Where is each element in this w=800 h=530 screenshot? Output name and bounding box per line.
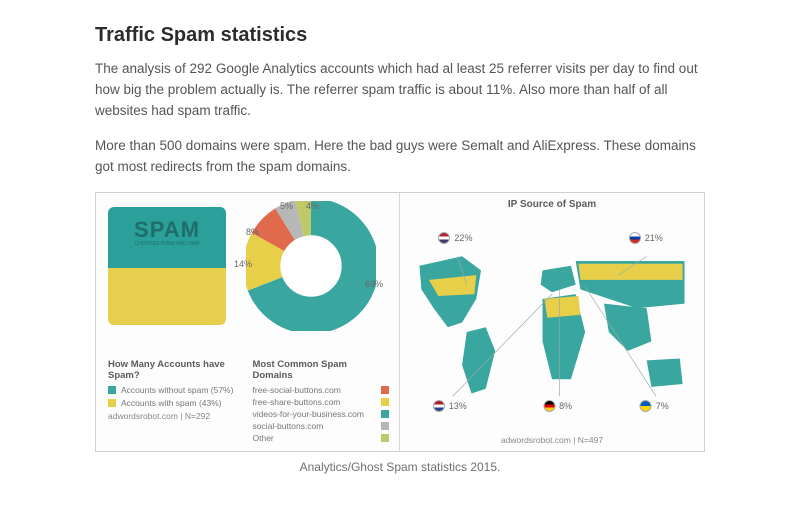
legend-label-1: Accounts with spam (43%) xyxy=(121,398,222,408)
domain-row-3: social-buttons.com xyxy=(253,421,390,431)
domain-row-1: free-share-buttons.com xyxy=(253,397,390,407)
spam-can-illustration: SPAM CHOPPED PORK AND HAM xyxy=(108,207,226,325)
domain-swatch-2 xyxy=(381,410,389,418)
donut-label-69: 69% xyxy=(365,279,383,289)
domains-list: Most Common Spam Domains free-social-but… xyxy=(253,359,390,445)
map-point-nl: 13% xyxy=(433,400,467,412)
left-panel: SPAM CHOPPED PORK AND HAM 69% 14% 8% 5% … xyxy=(96,193,400,451)
domain-row-2: videos-for-your-business.com xyxy=(253,409,390,419)
donut-label-14: 14% xyxy=(234,259,252,269)
domain-label-4: Other xyxy=(253,433,274,443)
spam-can-sublabel: CHOPPED PORK AND HAM xyxy=(108,241,226,247)
legend-swatch-0 xyxy=(108,386,116,394)
domain-row-0: free-social-buttons.com xyxy=(253,385,390,395)
flag-icon-nl xyxy=(433,400,445,412)
donut-svg xyxy=(246,201,376,331)
infographic-panel: SPAM CHOPPED PORK AND HAM 69% 14% 8% 5% … xyxy=(95,192,705,452)
domain-label-1: free-share-buttons.com xyxy=(253,397,341,407)
spam-can-label: SPAM xyxy=(108,217,226,243)
domains-title: Most Common Spam Domains xyxy=(253,359,390,381)
accounts-legend: How Many Accounts have Spam? Accounts wi… xyxy=(108,359,245,445)
legend-label-0: Accounts without spam (57%) xyxy=(121,385,233,395)
domain-swatch-3 xyxy=(381,422,389,430)
right-panel: IP Source of Spam 22%21%13%8%7% adwordsr… xyxy=(400,193,704,451)
donut-label-8: 8% xyxy=(246,227,259,237)
map-pct-nl: 13% xyxy=(449,401,467,411)
left-footer: adwordsrobot.com | N=292 xyxy=(108,411,245,421)
map-point-ua: 7% xyxy=(640,400,669,412)
domain-swatch-1 xyxy=(381,398,389,406)
domain-row-4: Other xyxy=(253,433,390,443)
domain-swatch-4 xyxy=(381,434,389,442)
donut-label-5: 5% xyxy=(280,201,293,211)
flag-icon-ru xyxy=(629,232,641,244)
map-point-us: 22% xyxy=(438,232,472,244)
map-point-ru: 21% xyxy=(629,232,663,244)
donut-label-4: 4% xyxy=(306,201,319,211)
flag-icon-de xyxy=(543,400,555,412)
world-map: 22% 21% 13% 8% 7% xyxy=(410,212,694,433)
flag-icon-us xyxy=(438,232,450,244)
domain-label-0: free-social-buttons.com xyxy=(253,385,341,395)
intro-paragraph-1: The analysis of 292 Google Analytics acc… xyxy=(95,59,705,122)
domain-label-2: videos-for-your-business.com xyxy=(253,409,364,419)
map-pct-ru: 21% xyxy=(645,233,663,243)
legend-swatch-1 xyxy=(108,399,116,407)
accounts-legend-title: How Many Accounts have Spam? xyxy=(108,359,245,381)
map-title: IP Source of Spam xyxy=(410,199,694,210)
legend-row-0: Accounts without spam (57%) xyxy=(108,385,245,395)
donut-chart: 69% 14% 8% 5% 4% xyxy=(232,201,389,341)
map-point-de: 8% xyxy=(543,400,572,412)
intro-paragraph-2: More than 500 domains were spam. Here th… xyxy=(95,136,705,178)
map-pct-us: 22% xyxy=(454,233,472,243)
legend-row-1: Accounts with spam (43%) xyxy=(108,398,245,408)
figure-caption: Analytics/Ghost Spam statistics 2015. xyxy=(95,460,705,474)
flag-icon-ua xyxy=(640,400,652,412)
domain-label-3: social-buttons.com xyxy=(253,421,324,431)
domain-swatch-0 xyxy=(381,386,389,394)
map-pct-de: 8% xyxy=(559,401,572,411)
page-heading: Traffic Spam statistics xyxy=(95,24,705,47)
map-pct-ua: 7% xyxy=(656,401,669,411)
